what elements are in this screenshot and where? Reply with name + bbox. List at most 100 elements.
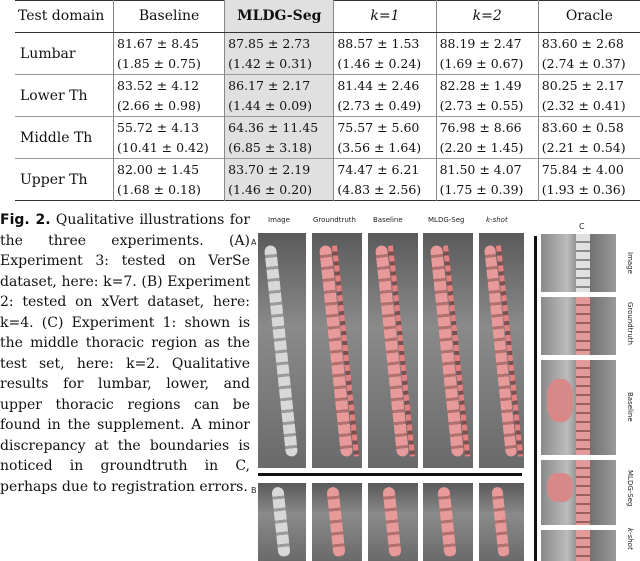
table-header-row: Test domain Baseline MLDG-Seg k=1 k=2 Or… — [15, 0, 640, 33]
panel-c-mldg-seg — [541, 460, 616, 525]
results-table: Test domain Baseline MLDG-Seg k=1 k=2 Or… — [15, 0, 640, 201]
table-cell: 81.50 ± 4.07 (1.75 ± 0.39) — [436, 158, 539, 201]
panel-b-kshot — [479, 483, 524, 561]
cell-hd: (2.74 ± 0.37) — [541, 55, 626, 71]
cell-hd: (3.56 ± 1.64) — [337, 139, 422, 155]
header-baseline: Baseline — [113, 0, 226, 33]
cell-dice: 74.47 ± 6.21 — [337, 161, 420, 177]
cell-dice: 80.25 ± 2.17 — [541, 77, 624, 93]
row-label-mldg-seg: MLDG-Seg — [626, 470, 634, 507]
caption-label: Fig. 2. — [0, 212, 51, 228]
cell-hd: (1.68 ± 0.18) — [117, 181, 201, 197]
cell-hd: (10.41 ± 0.42) — [117, 139, 209, 155]
table-cell: 82.28 ± 1.49 (2.73 ± 0.55) — [436, 74, 539, 117]
table-row: Middle Th 55.72 ± 4.13 (10.41 ± 0.42) 64.… — [15, 116, 640, 159]
cell-dice: 86.17 ± 2.17 — [228, 77, 311, 93]
cell-dice: 81.44 ± 2.46 — [337, 77, 420, 93]
col-title-baseline: Baseline — [373, 216, 403, 224]
header-mldg-seg: MLDG-Seg — [224, 0, 335, 33]
cell-hd: (1.46 ± 0.24) — [337, 55, 422, 71]
header-k2: k=2 — [436, 0, 539, 33]
cell-hd: (2.21 ± 0.54) — [541, 139, 626, 155]
cell-dice: 81.50 ± 4.07 — [439, 161, 522, 177]
cell-dice: 88.19 ± 2.47 — [439, 35, 522, 51]
row-label-image: Image — [626, 252, 634, 274]
table-cell: 83.60 ± 0.58 (2.21 ± 0.54) — [538, 117, 640, 159]
col-title-kshot: k-shot — [486, 216, 508, 224]
cell-hd: (1.69 ± 0.67) — [439, 55, 524, 71]
cell-dice: 64.36 ± 11.45 — [228, 119, 319, 135]
table-cell: 88.19 ± 2.47 (1.69 ± 0.67) — [436, 32, 539, 75]
panel-c-label: C — [579, 222, 585, 231]
panel-c-groundtruth — [541, 297, 616, 355]
panel-c-baseline — [541, 360, 616, 455]
panel-b-baseline — [368, 483, 418, 561]
table-cell: 81.44 ± 2.46 (2.73 ± 0.49) — [333, 74, 437, 117]
row-label-kshot: k-shot — [626, 528, 634, 550]
table-cell: 86.17 ± 2.17 (1.44 ± 0.09) — [224, 74, 335, 117]
cell-dice: 87.85 ± 2.73 — [228, 35, 311, 51]
caption-text: Qualitative illustrations for the three … — [0, 212, 251, 495]
cell-dice: 75.57 ± 5.60 — [337, 119, 420, 135]
panel-a-baseline — [368, 233, 418, 468]
cell-hd: (1.93 ± 0.36) — [541, 181, 626, 197]
table-cell: 81.67 ± 8.45 (1.85 ± 0.75) — [113, 32, 226, 75]
table-cell: 76.98 ± 8.66 (2.20 ± 1.45) — [436, 116, 539, 159]
panel-b-mldg-seg — [423, 483, 473, 561]
cell-dice: 83.60 ± 0.58 — [541, 119, 624, 135]
header-test-domain: Test domain — [15, 0, 114, 33]
cell-dice: 81.67 ± 8.45 — [117, 35, 200, 51]
cell-hd: (1.46 ± 0.20) — [228, 181, 313, 197]
panel-c-image — [541, 234, 616, 292]
cell-hd: (2.73 ± 0.55) — [439, 97, 524, 113]
col-title-mldg-seg: MLDG-Seg — [428, 216, 465, 224]
header-k1: k=1 — [333, 0, 437, 33]
table-row: Upper Th 82.00 ± 1.45 (1.68 ± 0.18) 83.70… — [15, 158, 640, 201]
table-cell: 74.47 ± 6.21 (4.83 ± 2.56) — [333, 158, 437, 201]
cell-dice: 82.00 ± 1.45 — [117, 161, 200, 177]
cell-dice: 83.60 ± 2.68 — [541, 35, 624, 51]
cell-dice: 55.72 ± 4.13 — [117, 119, 200, 135]
cell-dice: 88.57 ± 1.53 — [337, 35, 420, 51]
figure-caption: Fig. 2. Qualitative illustrations for th… — [0, 210, 250, 497]
col-title-groundtruth: Groundtruth — [313, 216, 356, 224]
panel-a-groundtruth — [312, 233, 362, 468]
table-cell: 80.25 ± 2.17 (2.32 ± 0.41) — [538, 75, 640, 117]
row-label-baseline: Baseline — [626, 392, 634, 422]
cell-hd: (1.44 ± 0.09) — [228, 97, 313, 113]
cell-hd: (2.73 ± 0.49) — [337, 97, 422, 113]
panel-b-groundtruth — [312, 483, 362, 561]
panel-b-image — [258, 483, 306, 561]
table-row: Lower Th 83.52 ± 4.12 (2.66 ± 0.98) 86.17… — [15, 74, 640, 117]
panel-c-kshot — [541, 530, 616, 561]
table-cell: 88.57 ± 1.53 (1.46 ± 0.24) — [333, 32, 437, 75]
cell-hd: (6.85 ± 3.18) — [228, 139, 313, 155]
row-domain: Lower Th — [15, 74, 114, 117]
table-cell: 55.72 ± 4.13 (10.41 ± 0.42) — [113, 116, 226, 159]
panel-a-mldg-seg — [423, 233, 473, 468]
panel-separator-horizontal — [258, 473, 522, 476]
panel-b-label: B — [251, 486, 257, 495]
cell-hd: (2.66 ± 0.98) — [117, 97, 201, 113]
header-oracle: Oracle — [538, 0, 640, 33]
table-cell: 83.52 ± 4.12 (2.66 ± 0.98) — [113, 74, 226, 117]
cell-hd: (1.42 ± 0.31) — [228, 55, 313, 71]
panel-a-label: A — [251, 238, 257, 247]
row-domain: Upper Th — [15, 158, 114, 201]
panel-a-kshot — [479, 233, 524, 468]
table-cell: 83.70 ± 2.19 (1.46 ± 0.20) — [224, 158, 335, 201]
panel-a-image — [258, 233, 306, 468]
table-cell: 82.00 ± 1.45 (1.68 ± 0.18) — [113, 158, 226, 201]
cell-hd: (1.85 ± 0.75) — [117, 55, 201, 71]
row-domain: Lumbar — [15, 32, 114, 75]
row-domain: Middle Th — [15, 116, 114, 159]
cell-dice: 83.70 ± 2.19 — [228, 161, 311, 177]
cell-dice: 76.98 ± 8.66 — [439, 119, 522, 135]
cell-dice: 82.28 ± 1.49 — [439, 77, 522, 93]
col-title-image: Image — [268, 216, 290, 224]
cell-hd: (2.32 ± 0.41) — [541, 97, 626, 113]
cell-dice: 83.52 ± 4.12 — [117, 77, 200, 93]
table-cell: 87.85 ± 2.73 (1.42 ± 0.31) — [224, 32, 335, 75]
table-row: Lumbar 81.67 ± 8.45 (1.85 ± 0.75) 87.85 ±… — [15, 32, 640, 75]
cell-hd: (2.20 ± 1.45) — [439, 139, 524, 155]
